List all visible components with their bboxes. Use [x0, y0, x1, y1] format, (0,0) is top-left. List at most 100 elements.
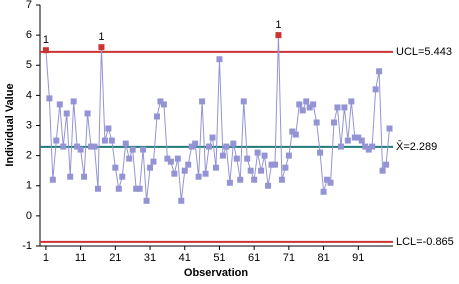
data-point [150, 158, 157, 165]
data-point [185, 161, 192, 168]
x-tick-label: 11 [75, 252, 86, 264]
data-point [334, 104, 341, 111]
data-point [129, 146, 136, 153]
data-point [157, 98, 164, 105]
x-tick-label: 71 [283, 252, 295, 264]
data-point [271, 161, 278, 168]
control-limit-label: X̄=2.289 [396, 140, 437, 153]
data-point [91, 143, 98, 150]
data-point [320, 188, 327, 195]
data-point [108, 137, 115, 144]
data-point [81, 173, 88, 180]
data-point [244, 155, 251, 162]
data-point [337, 143, 344, 150]
data-point [209, 134, 216, 141]
control-limit-label: UCL=5.443 [396, 46, 452, 58]
data-point [372, 86, 379, 93]
data-point [195, 173, 202, 180]
data-point [192, 140, 199, 147]
x-tick-label: 61 [248, 252, 260, 264]
data-point [313, 119, 320, 126]
data-point [292, 131, 299, 138]
data-point [60, 143, 67, 150]
data-point [247, 167, 254, 174]
control-limit-label: LCL=-0.865 [396, 236, 454, 248]
data-point [42, 47, 49, 54]
data-point [53, 137, 60, 144]
x-tick-label: 41 [179, 252, 191, 264]
data-point [115, 185, 122, 192]
y-tick-label: 7 [26, 0, 32, 11]
y-axis-title: Individual Value [4, 83, 16, 166]
data-point [275, 32, 282, 39]
data-point [101, 137, 108, 144]
data-point [285, 152, 292, 159]
data-point [84, 110, 91, 117]
data-point [140, 146, 147, 153]
data-point [212, 164, 219, 171]
data-point [386, 125, 393, 132]
data-point [268, 161, 275, 168]
data-point [63, 110, 70, 117]
data-point [296, 101, 303, 108]
annotation: 1 [98, 31, 104, 43]
data-point [358, 137, 365, 144]
data-point [369, 143, 376, 150]
data-point [341, 104, 348, 111]
data-point [174, 155, 181, 162]
data-point [383, 161, 390, 168]
data-point [327, 179, 334, 186]
data-point [261, 152, 268, 159]
data-point [178, 197, 185, 204]
data-point [233, 155, 240, 162]
data-point [164, 155, 171, 162]
data-point [167, 158, 174, 165]
data-point [67, 173, 74, 180]
data-point [105, 125, 112, 132]
data-point [46, 95, 53, 102]
data-point [303, 98, 310, 105]
data-point [226, 179, 233, 186]
data-point [251, 176, 258, 183]
data-point [56, 101, 63, 108]
annotation: 1 [43, 34, 49, 46]
data-point [278, 176, 285, 183]
data-point [147, 164, 154, 171]
data-point [379, 167, 386, 174]
data-point [199, 98, 206, 105]
y-tick-label: 0 [26, 210, 32, 222]
data-point [258, 167, 265, 174]
data-point [133, 185, 140, 192]
y-tick-label: 1 [26, 180, 32, 192]
data-point [310, 101, 317, 108]
y-tick-label: 3 [26, 119, 32, 131]
data-point [171, 170, 178, 177]
data-point [324, 176, 331, 183]
y-tick-label: 6 [26, 29, 32, 41]
data-point [237, 176, 244, 183]
x-axis-title: Observation [184, 267, 248, 279]
data-point [376, 68, 383, 75]
data-point [351, 134, 358, 141]
data-point [88, 143, 95, 150]
data-point [98, 44, 105, 51]
x-tick-label: 91 [352, 252, 364, 264]
data-point [230, 140, 237, 147]
data-point [202, 170, 209, 177]
data-point [160, 101, 167, 108]
y-tick-label: 2 [26, 150, 32, 162]
data-point [223, 143, 230, 150]
data-point [265, 182, 272, 189]
data-point [70, 98, 77, 105]
x-tick-label: 1 [43, 252, 49, 264]
data-point [122, 140, 129, 147]
data-point [112, 164, 119, 171]
annotation: 1 [275, 19, 281, 31]
data-point [330, 119, 337, 126]
data-point [365, 146, 372, 153]
data-point [299, 107, 306, 114]
data-point [136, 185, 143, 192]
data-point [188, 143, 195, 150]
data-point [317, 149, 324, 156]
